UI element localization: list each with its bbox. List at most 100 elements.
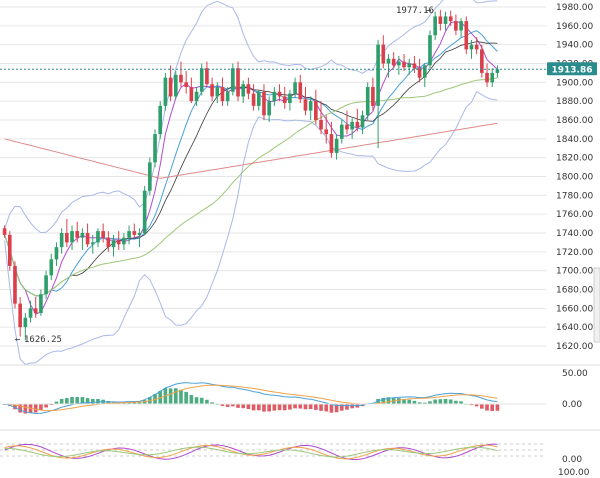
macd-bar — [267, 404, 271, 412]
price-tick-label: 1860.00 — [556, 116, 593, 126]
candle-body — [480, 49, 484, 73]
macd-bar — [282, 404, 287, 411]
macd-bar — [469, 404, 474, 406]
macd-bar — [132, 402, 137, 404]
low-annotation: ← 1626.25 — [15, 335, 62, 345]
candle-body — [153, 134, 157, 163]
price-tick-label: 1740.00 — [556, 229, 593, 239]
macd-bar — [443, 398, 448, 404]
candle-body — [490, 72, 495, 83]
macd-bar — [220, 404, 225, 406]
candle-body — [246, 84, 251, 94]
macd-bar — [495, 404, 500, 411]
candle-body — [23, 317, 28, 328]
candle-body — [282, 96, 287, 104]
candle-body — [277, 91, 282, 97]
candle-body — [345, 124, 349, 130]
candle-body — [13, 265, 17, 304]
macd-tick-top: 50.00 — [562, 369, 588, 379]
macd-bar — [397, 398, 401, 404]
macd-bar — [277, 404, 282, 411]
candle-body — [111, 240, 116, 248]
candle-body — [59, 233, 64, 248]
candle-body — [241, 84, 246, 97]
candle-body — [184, 82, 188, 88]
price-tick-label: 1700.00 — [556, 267, 593, 277]
macd-tick-zero: 0.00 — [562, 400, 582, 410]
candle-body — [163, 77, 168, 106]
candle-body — [236, 68, 240, 97]
candle-body — [205, 68, 209, 85]
oscillator-panel — [0, 443, 546, 460]
macd-panel — [0, 382, 546, 415]
candle-body — [324, 129, 329, 135]
macd-bar — [345, 404, 349, 410]
candle-body — [28, 308, 33, 318]
macd-bar — [80, 397, 85, 404]
macd-bar — [168, 388, 173, 404]
macd-bar — [262, 404, 266, 412]
macd-bar — [329, 404, 334, 413]
candle-body — [65, 233, 69, 243]
candle-body — [18, 303, 22, 328]
ma-dark-line — [4, 41, 498, 297]
ma-slow-green-line — [4, 77, 498, 297]
macd-bar — [199, 397, 204, 404]
macd-bar — [288, 404, 292, 410]
price-tick-label: 1660.00 — [556, 304, 593, 314]
bollinger-lower — [4, 90, 498, 366]
candle-body — [334, 138, 339, 153]
candle-body — [142, 190, 147, 233]
candle-body — [381, 44, 386, 64]
macd-bar — [433, 399, 437, 404]
candle-body — [7, 234, 12, 266]
price-axis[interactable]: 1980.001960.001940.001920.001900.001880.… — [556, 3, 593, 352]
candlesticks — [2, 9, 500, 341]
candle-body — [339, 124, 344, 139]
macd-bar — [339, 404, 344, 411]
price-tick-label: 1640.00 — [556, 323, 593, 333]
candle-body — [454, 21, 458, 31]
candle-body — [298, 82, 303, 100]
high-annotation-text: 1977.16 — [396, 6, 434, 16]
price-tick-label: 1880.00 — [556, 97, 593, 107]
bollinger-bands — [4, 0, 498, 366]
candle-body — [70, 231, 74, 243]
macd-bar — [256, 404, 261, 411]
candle-body — [122, 237, 126, 245]
macd-bar — [402, 399, 406, 404]
candle-body — [407, 63, 412, 68]
candle-body — [96, 231, 100, 243]
macd-bar — [308, 404, 313, 410]
macd-bar — [189, 395, 194, 404]
candle-body — [371, 87, 375, 106]
macd-bar — [173, 388, 178, 404]
macd-bar — [448, 399, 453, 404]
candle-body — [293, 82, 297, 94]
macd-bar — [210, 402, 214, 404]
macd-bar — [454, 400, 458, 404]
macd-bar — [428, 401, 432, 404]
candle-body — [350, 121, 354, 130]
price-tick-label: 1980.00 — [556, 3, 593, 13]
osc-tick-zero: 0.00 — [562, 455, 582, 465]
candle-body — [422, 65, 427, 78]
macd-bar — [314, 404, 318, 410]
candle-body — [267, 101, 271, 116]
moving-averages — [4, 21, 498, 315]
macd-bar — [127, 402, 131, 404]
macd-bar — [412, 400, 417, 404]
candle-body — [360, 115, 365, 128]
price-tick-label: 1680.00 — [556, 286, 593, 296]
macd-bar — [480, 404, 484, 409]
price-tick-label: 1840.00 — [556, 135, 593, 145]
candle-body — [303, 99, 308, 111]
axis-scroll-handle[interactable] — [593, 267, 600, 343]
macd-bar — [23, 404, 28, 414]
candle-body — [49, 259, 54, 276]
macd-bar — [422, 402, 427, 404]
candle-body — [397, 61, 401, 66]
price-tick-label: 1960.00 — [556, 22, 593, 32]
